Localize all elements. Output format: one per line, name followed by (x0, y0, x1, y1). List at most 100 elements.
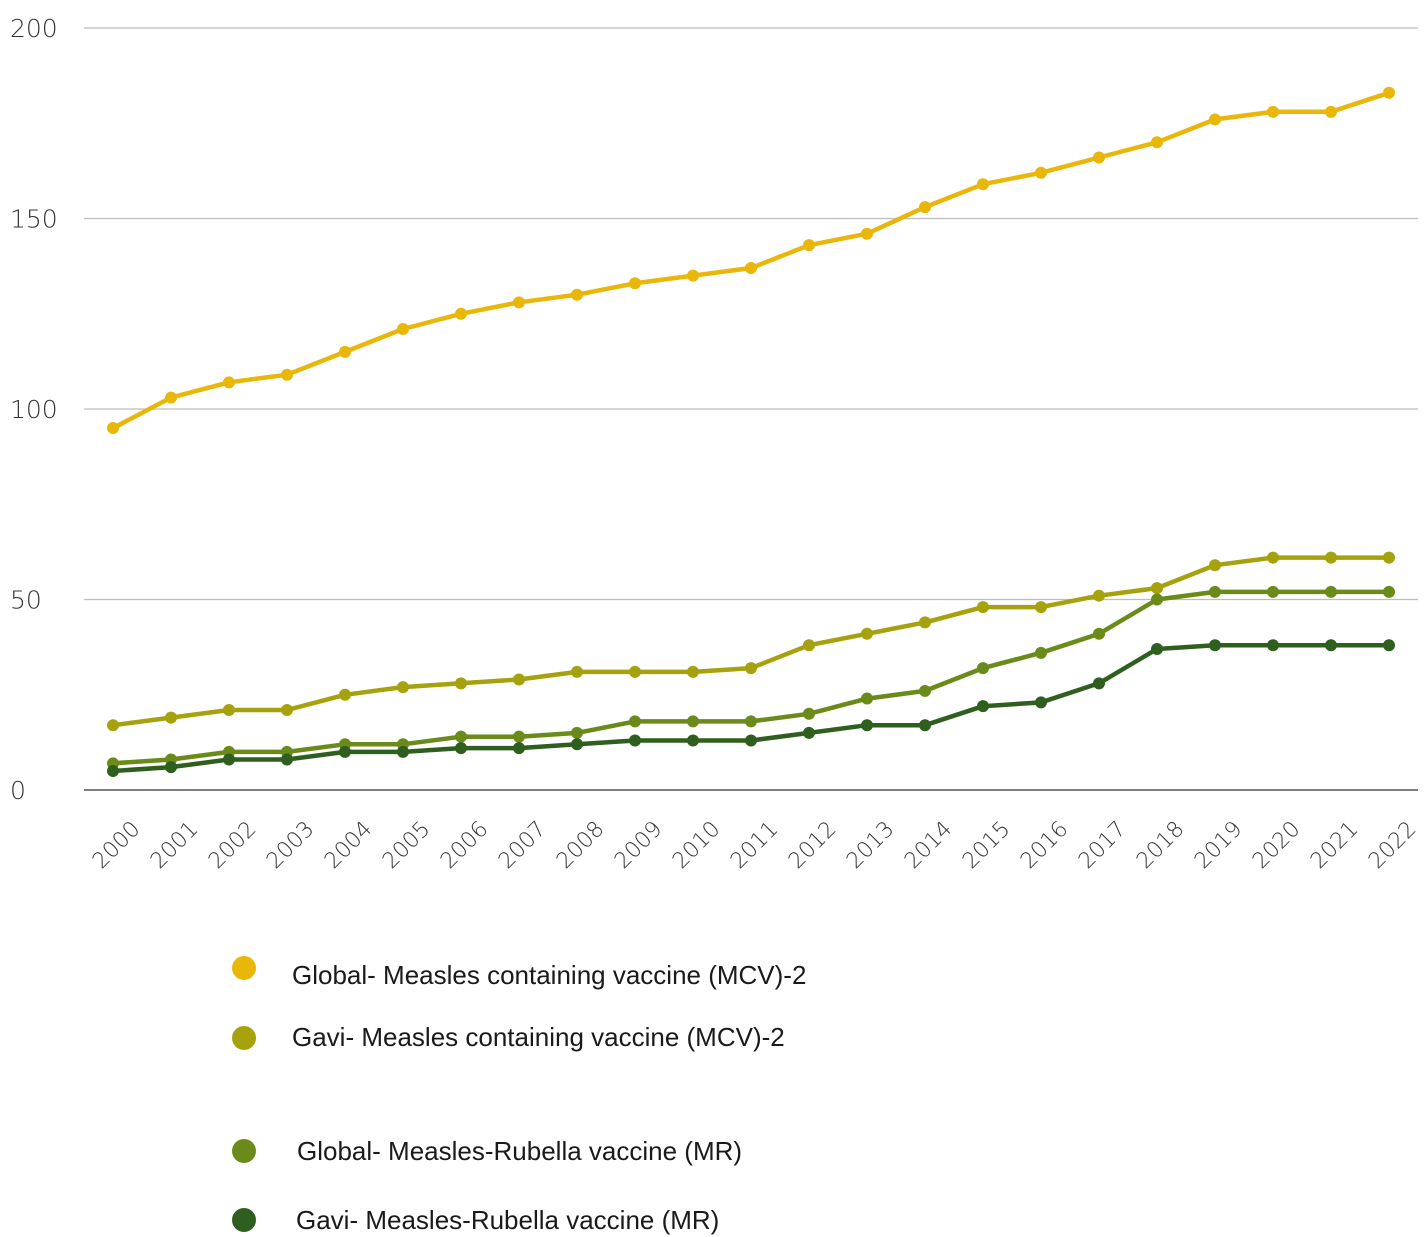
data-point (803, 239, 815, 252)
data-point (513, 296, 525, 309)
data-point (629, 277, 641, 290)
data-point (107, 764, 119, 777)
data-point (1151, 643, 1163, 656)
data-point (165, 711, 177, 724)
data-point (1325, 105, 1337, 118)
data-point (1035, 646, 1047, 659)
legend-marker-icon (232, 956, 256, 980)
data-point (281, 368, 293, 381)
data-point (687, 734, 699, 747)
data-point (1151, 593, 1163, 606)
data-point (861, 692, 873, 705)
data-point (223, 376, 235, 389)
data-point (397, 745, 409, 758)
x-tick-label: 2021 (1306, 817, 1363, 874)
x-tick-label: 2017 (1074, 817, 1131, 874)
x-tick-label: 2013 (842, 817, 899, 874)
x-tick-label: 2015 (958, 817, 1015, 874)
x-tick-label: 2018 (1132, 817, 1189, 874)
x-tick-label: 2016 (1016, 817, 1073, 874)
series-1 (107, 86, 1395, 435)
data-point (455, 730, 467, 743)
data-point (1209, 639, 1221, 652)
legend-item-gavi-mr (232, 1208, 256, 1232)
data-point (687, 715, 699, 728)
x-tick-label: 2002 (204, 817, 261, 874)
legend-label-gavi-mr: Gavi- Measles-Rubella vaccine (MR) (296, 1205, 720, 1235)
data-point (629, 734, 641, 747)
data-point (977, 662, 989, 675)
series-2 (107, 551, 1395, 732)
data-point (1093, 589, 1105, 602)
data-point (1325, 585, 1337, 598)
data-point (1093, 627, 1105, 640)
data-point (861, 627, 873, 640)
data-point (455, 742, 467, 755)
x-axis-ticks: 2000 2001 2002 2003 2004 2005 2006 2007 2008 2009… (88, 817, 1421, 874)
x-tick-label: 2019 (1190, 817, 1247, 874)
data-point (455, 307, 467, 320)
legend-label-gavi-mcv2: Gavi- Measles containing vaccine (MCV)-2 (292, 1022, 785, 1052)
data-point (977, 178, 989, 191)
x-tick-label: 2010 (668, 817, 725, 874)
data-point (339, 345, 351, 358)
data-point (513, 673, 525, 686)
data-point (629, 715, 641, 728)
data-point (455, 677, 467, 690)
data-point (513, 730, 525, 743)
y-axis-ticks: 0 50 100 150 200 (10, 14, 58, 805)
data-point (513, 742, 525, 755)
grid-lines (84, 27, 1418, 791)
data-point (223, 753, 235, 766)
data-point (1383, 639, 1395, 652)
data-point (1267, 585, 1279, 598)
data-point (919, 684, 931, 697)
data-point (223, 703, 235, 716)
x-tick-label: 2012 (784, 817, 841, 874)
data-point (977, 601, 989, 614)
data-point (1267, 639, 1279, 652)
x-tick-label: 2005 (378, 817, 435, 874)
x-tick-label: 2009 (610, 817, 667, 874)
data-point (687, 269, 699, 282)
data-point (1093, 151, 1105, 164)
data-point (629, 665, 641, 678)
data-point (1383, 86, 1395, 99)
data-point (571, 665, 583, 678)
data-point (339, 745, 351, 758)
data-point (919, 201, 931, 214)
legend-item-global-mr (232, 1139, 256, 1163)
data-point (861, 227, 873, 240)
y-tick-label: 100 (10, 395, 58, 424)
x-tick-label: 2014 (900, 817, 957, 874)
data-point (919, 616, 931, 629)
data-point (571, 288, 583, 301)
x-tick-label: 2003 (262, 817, 319, 874)
data-point (339, 688, 351, 701)
data-point (1267, 105, 1279, 118)
data-point (803, 707, 815, 720)
x-tick-label: 2011 (726, 817, 783, 874)
data-point (803, 726, 815, 739)
legend-item-gavi-mcv2 (232, 1026, 256, 1050)
series-line (110, 555, 1392, 728)
data-point (107, 422, 119, 435)
x-tick-label: 2006 (436, 817, 493, 874)
legend-marker-icon (232, 1026, 256, 1050)
y-tick-label: 50 (10, 586, 42, 615)
data-point (1209, 113, 1221, 126)
data-point (745, 262, 757, 275)
data-point (977, 700, 989, 713)
series-line (110, 90, 1392, 431)
data-point (919, 719, 931, 732)
legend-label-global-mcv2: Global- Measles containing vaccine (MCV)… (292, 960, 807, 990)
x-tick-label: 2007 (494, 817, 551, 874)
data-point (1325, 551, 1337, 564)
y-tick-label: 0 (10, 776, 26, 805)
x-tick-label: 2004 (320, 817, 377, 874)
data-point (571, 726, 583, 739)
data-point (1209, 585, 1221, 598)
data-point (1209, 559, 1221, 572)
data-point (571, 738, 583, 751)
